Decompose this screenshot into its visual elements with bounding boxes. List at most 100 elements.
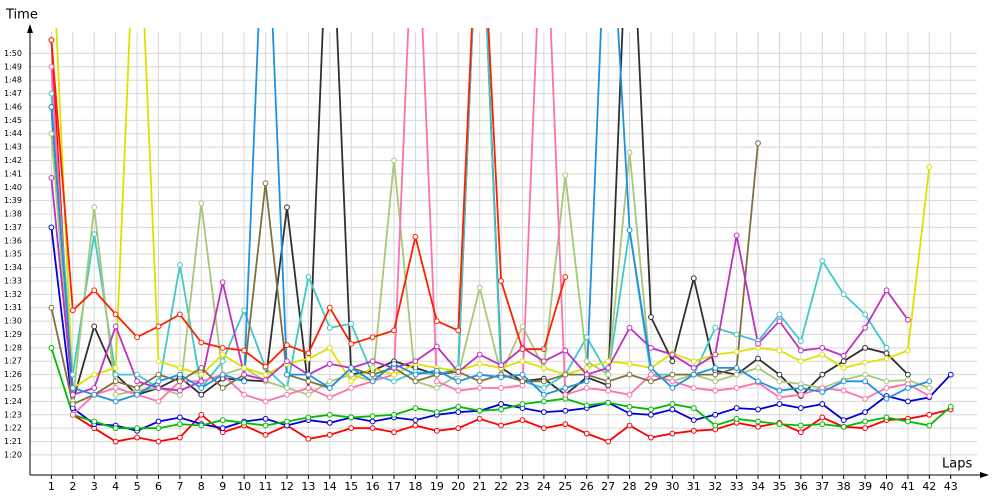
data-point bbox=[219, 425, 226, 432]
data-point bbox=[155, 385, 162, 391]
data-point bbox=[862, 409, 868, 415]
data-point bbox=[519, 346, 526, 353]
data-point bbox=[262, 180, 269, 187]
y-tick-label: 1:43 bbox=[4, 143, 22, 152]
data-point bbox=[284, 391, 290, 398]
data-point bbox=[262, 371, 269, 378]
data-point bbox=[776, 421, 783, 428]
data-point bbox=[776, 394, 783, 401]
y-tick-label: 1:46 bbox=[4, 102, 22, 111]
data-point bbox=[198, 378, 205, 385]
data-point bbox=[840, 417, 847, 424]
data-point bbox=[412, 371, 419, 378]
y-tick-label: 1:29 bbox=[4, 330, 22, 339]
data-point bbox=[155, 358, 162, 365]
data-point bbox=[690, 275, 697, 282]
data-point bbox=[262, 398, 269, 405]
data-point bbox=[91, 231, 98, 238]
data-point bbox=[176, 378, 183, 385]
y-tick-label: 1:47 bbox=[4, 89, 22, 98]
y-tick-label: 1:36 bbox=[4, 236, 22, 245]
data-point bbox=[176, 421, 183, 428]
data-point bbox=[776, 371, 783, 378]
data-point bbox=[305, 414, 312, 421]
data-point bbox=[112, 323, 119, 330]
y-axis-title: Time bbox=[5, 8, 38, 23]
data-point bbox=[883, 344, 890, 351]
data-point bbox=[112, 398, 119, 405]
data-point bbox=[326, 361, 333, 367]
x-tick-label: 2 bbox=[69, 480, 76, 493]
y-tick-label: 1:33 bbox=[4, 276, 22, 285]
data-point bbox=[326, 385, 333, 391]
data-point bbox=[498, 385, 504, 391]
data-point bbox=[905, 385, 911, 391]
data-point bbox=[176, 414, 183, 421]
data-point bbox=[862, 311, 868, 318]
data-point bbox=[669, 358, 676, 365]
data-point bbox=[348, 385, 355, 391]
y-tick-label: 1:30 bbox=[4, 317, 22, 326]
x-tick-label: 29 bbox=[644, 480, 658, 493]
series-line bbox=[55, 28, 931, 390]
data-point bbox=[262, 377, 269, 383]
x-tick-label: 26 bbox=[580, 480, 594, 493]
x-tick-label: 32 bbox=[708, 480, 722, 493]
x-tick-label: 10 bbox=[237, 480, 251, 493]
data-point bbox=[219, 279, 226, 286]
data-point bbox=[819, 421, 826, 428]
data-point bbox=[562, 407, 569, 414]
data-point bbox=[476, 385, 483, 391]
data-point bbox=[626, 324, 633, 331]
data-point bbox=[690, 427, 697, 434]
data-point bbox=[91, 371, 98, 378]
data-point bbox=[648, 406, 654, 413]
data-point bbox=[733, 415, 740, 422]
data-point bbox=[476, 378, 483, 385]
data-point bbox=[797, 338, 804, 345]
y-tick-label: 1:40 bbox=[4, 183, 22, 192]
data-point bbox=[926, 393, 933, 399]
data-point bbox=[648, 378, 654, 385]
data-point bbox=[626, 403, 633, 410]
data-point bbox=[819, 371, 826, 378]
data-point bbox=[776, 401, 783, 407]
data-point bbox=[455, 403, 462, 410]
data-point bbox=[626, 227, 633, 233]
data-point bbox=[305, 355, 312, 362]
data-point bbox=[883, 355, 890, 362]
data-point bbox=[155, 438, 162, 445]
x-tick-label: 43 bbox=[944, 480, 958, 493]
data-point bbox=[391, 429, 397, 436]
data-point bbox=[605, 371, 612, 378]
data-point bbox=[112, 391, 119, 398]
data-point bbox=[112, 378, 119, 385]
data-point bbox=[819, 401, 826, 407]
data-point bbox=[112, 438, 119, 445]
data-point bbox=[648, 411, 654, 418]
x-tick-label: 23 bbox=[515, 480, 529, 493]
data-point bbox=[669, 406, 676, 413]
data-point bbox=[433, 318, 440, 324]
data-point bbox=[819, 257, 826, 264]
data-point bbox=[284, 385, 290, 391]
data-point bbox=[326, 419, 333, 426]
data-point bbox=[284, 418, 290, 425]
data-point bbox=[605, 358, 612, 365]
data-point bbox=[134, 334, 140, 341]
data-point bbox=[583, 371, 590, 378]
data-point bbox=[326, 411, 333, 418]
data-point bbox=[155, 323, 162, 330]
x-tick-label: 39 bbox=[858, 480, 872, 493]
data-point bbox=[48, 304, 55, 311]
data-point bbox=[519, 401, 526, 407]
data-point bbox=[947, 371, 954, 378]
y-tick-label: 1:35 bbox=[4, 250, 22, 259]
data-point bbox=[562, 391, 569, 398]
data-point bbox=[433, 385, 440, 391]
data-point bbox=[284, 371, 290, 378]
data-point bbox=[476, 284, 483, 291]
data-point bbox=[862, 371, 868, 378]
data-point bbox=[112, 371, 119, 378]
data-point bbox=[498, 422, 504, 429]
